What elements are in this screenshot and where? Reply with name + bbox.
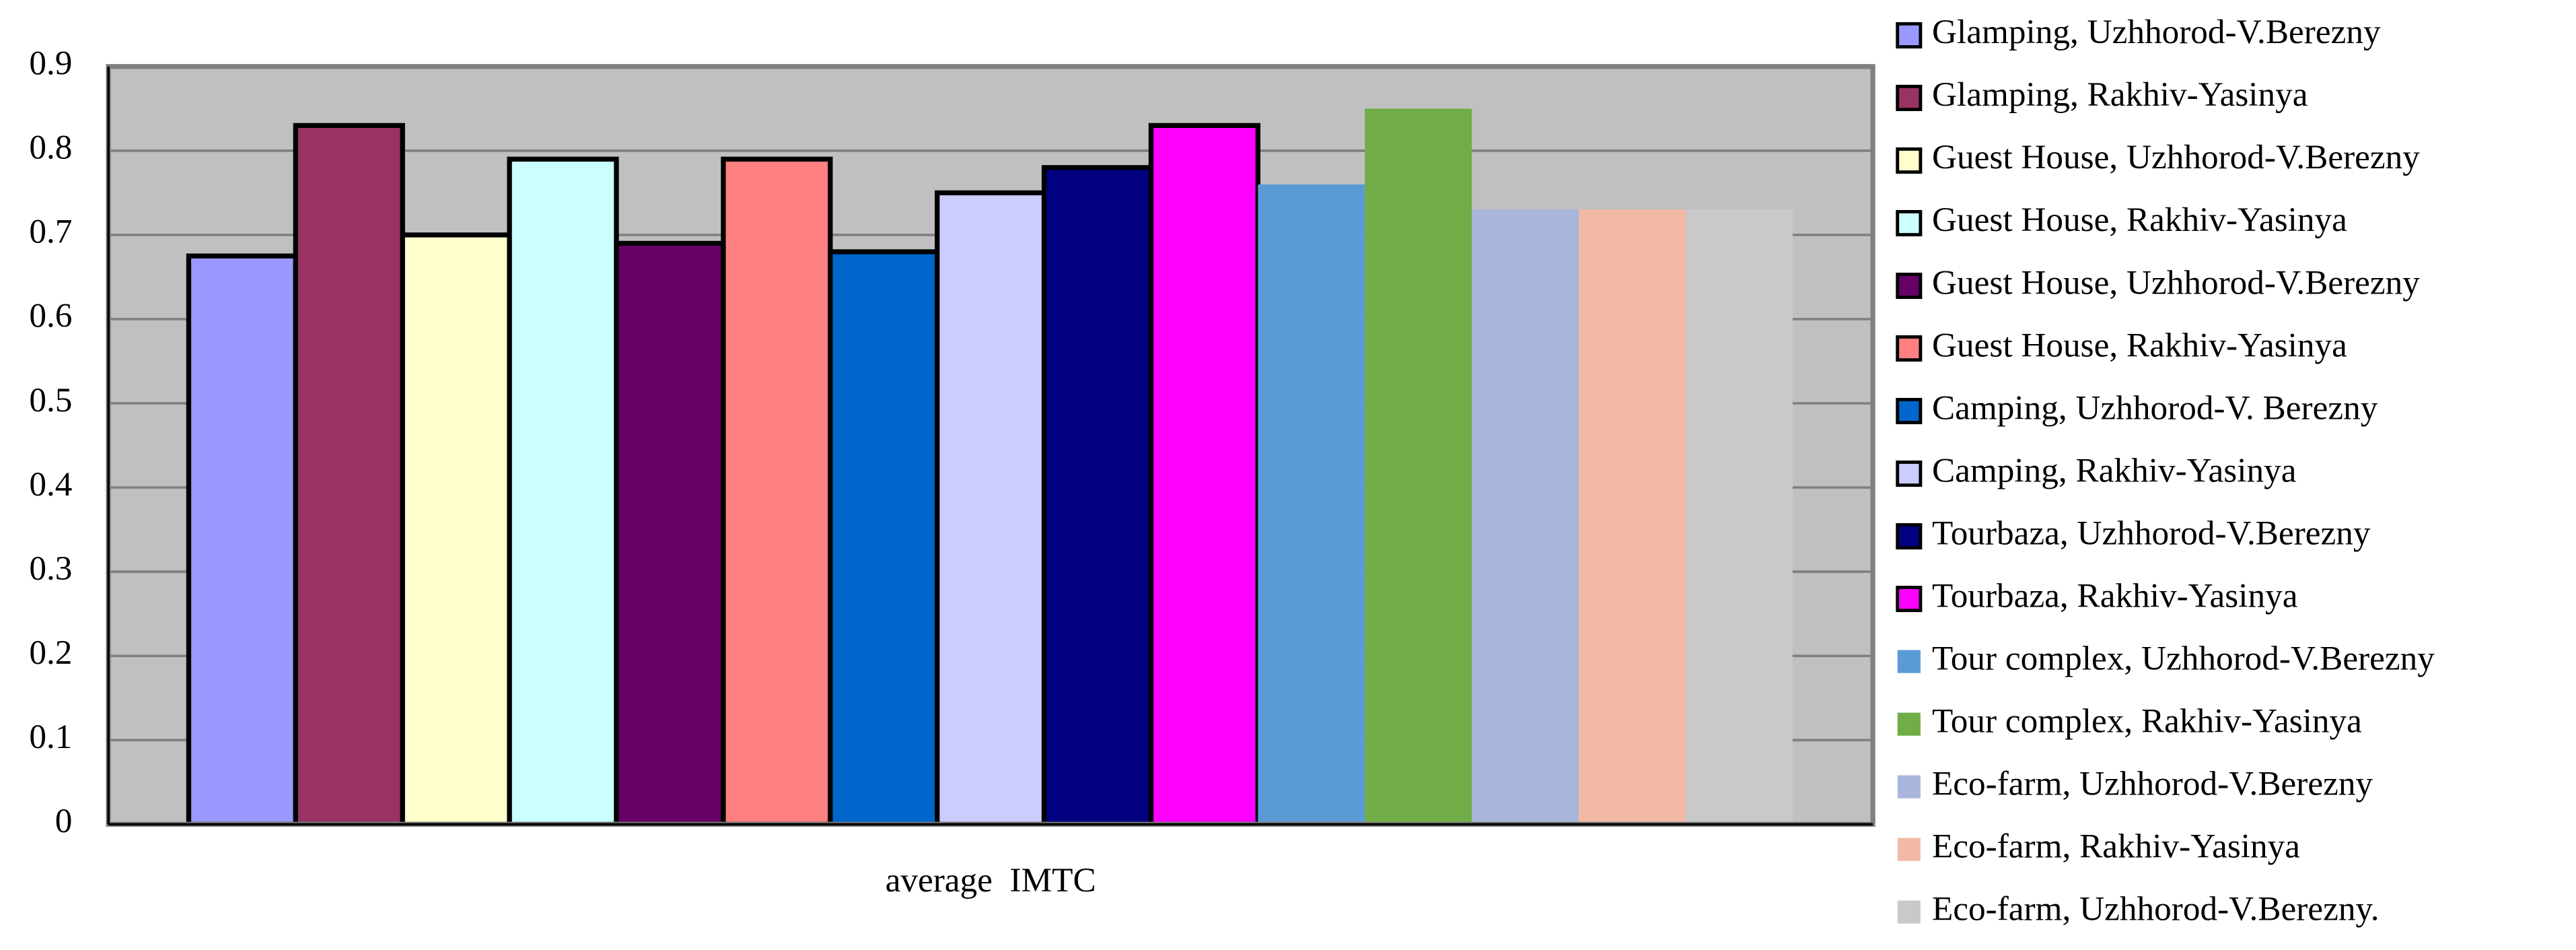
bar (1472, 209, 1579, 825)
legend-label: Tour complex, Rakhiv-Yasinya (1932, 702, 2362, 740)
bar (614, 240, 726, 827)
bar (293, 123, 405, 827)
y-tick-label: 0.4 (29, 465, 72, 504)
bar (1685, 209, 1793, 825)
legend-swatch (1896, 523, 1923, 550)
y-tick-label: 0.3 (29, 549, 72, 588)
legend-label: Guest House, Rakhiv-Yasinya (1932, 201, 2347, 239)
legend-label: Glamping, Uzhhorod-V.Berezny (1932, 13, 2381, 51)
y-tick-label: 0.7 (29, 213, 72, 251)
legend-label: Tourbaza, Uzhhorod-V.Berezny (1932, 514, 2371, 552)
legend-swatch (1897, 712, 1921, 736)
bar (721, 156, 833, 827)
bar (828, 249, 940, 827)
y-tick-label: 0 (55, 802, 73, 840)
legend-swatch (1896, 147, 1923, 174)
legend-label: Eco-farm, Uzhhorod-V.Berezny. (1932, 889, 2380, 928)
legend-swatch (1897, 900, 1921, 924)
y-tick-label: 0.8 (29, 129, 72, 167)
legend-swatch (1897, 775, 1921, 799)
bar (935, 190, 1047, 827)
y-tick-label: 0.2 (29, 634, 72, 672)
legend-swatch (1897, 650, 1921, 673)
legend-swatch (1896, 335, 1923, 362)
legend-swatch (1896, 398, 1923, 425)
legend-label: Camping, Rakhiv-Yasinya (1932, 451, 2297, 489)
legend-label: Camping, Uzhhorod-V. Berezny (1932, 388, 2378, 427)
y-tick-label: 0.5 (29, 381, 72, 419)
legend-label: Glamping, Rakhiv-Yasinya (1932, 75, 2308, 114)
legend-label: Tourbaza, Rakhiv-Yasinya (1932, 576, 2298, 615)
legend-label: Tour complex, Uzhhorod-V.Berezny (1932, 639, 2435, 677)
bar (1579, 209, 1686, 825)
legend-swatch (1896, 461, 1923, 487)
y-tick-label: 0.1 (29, 718, 72, 756)
bar (507, 156, 619, 827)
x-tick-label: average IMTC (886, 861, 1096, 900)
bar (400, 232, 512, 827)
bar (1041, 165, 1154, 827)
legend-label: Guest House, Rakhiv-Yasinya (1932, 326, 2347, 364)
legend-swatch (1896, 209, 1923, 237)
legend-swatch (1896, 84, 1923, 111)
legend-label: Eco-farm, Uzhhorod-V.Berezny (1932, 764, 2373, 803)
bar (1365, 108, 1472, 825)
y-tick-label: 0.6 (29, 297, 72, 335)
bar (186, 253, 298, 827)
bar (1148, 123, 1261, 827)
bar (1258, 184, 1365, 825)
y-tick-label: 0.9 (29, 44, 72, 83)
legend-swatch (1896, 22, 1923, 48)
legend-swatch (1896, 272, 1923, 300)
legend-label: Guest House, Uzhhorod-V.Berezny (1932, 138, 2420, 176)
legend-label: Eco-farm, Rakhiv-Yasinya (1932, 827, 2300, 865)
legend-swatch (1896, 586, 1923, 613)
legend-label: Guest House, Uzhhorod-V.Berezny (1932, 263, 2420, 302)
legend-swatch (1897, 838, 1921, 861)
